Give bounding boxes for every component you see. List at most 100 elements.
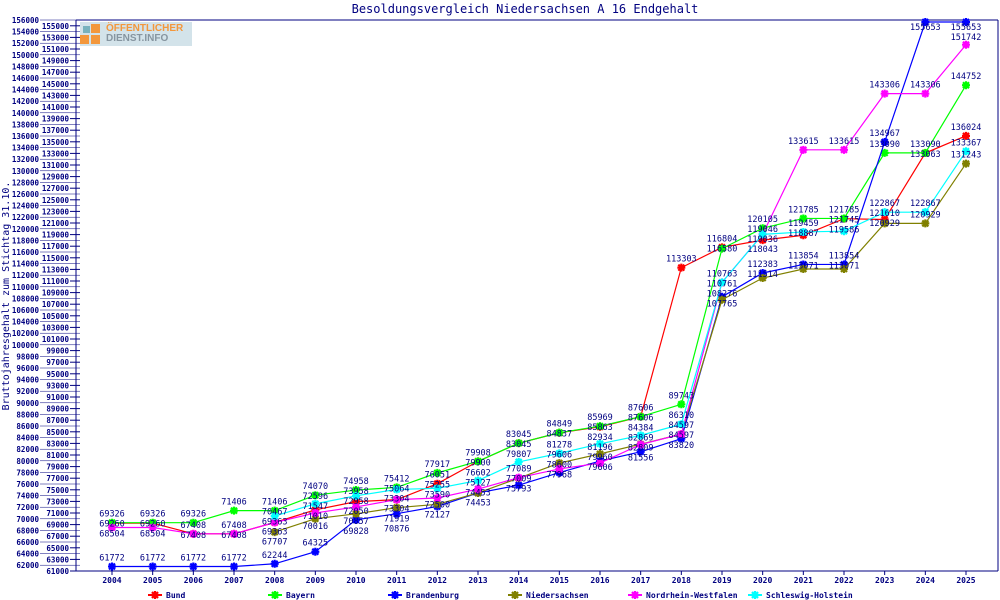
data-point [433, 493, 442, 502]
data-point [677, 420, 686, 429]
data-label: 85863 [587, 423, 613, 433]
data-point [555, 464, 564, 473]
series-niedersachsen [270, 159, 970, 537]
data-label: 116580 [707, 244, 738, 254]
data-label: 87606 [628, 414, 654, 424]
logo-line-2: DIENST.INFO [106, 33, 169, 44]
data-point [596, 422, 604, 431]
data-point [270, 528, 279, 537]
y-tick-label: 90000 [16, 399, 39, 408]
y-tick-label: 76000 [16, 480, 39, 489]
data-point [840, 264, 848, 273]
data-label: 116804 [707, 234, 738, 244]
y-tick-label: 145000 [42, 80, 70, 89]
data-label: 79807 [506, 450, 532, 460]
data-label: 79606 [547, 450, 573, 460]
y-tick-label: 92000 [16, 387, 39, 396]
y-tick-label: 73000 [46, 497, 69, 506]
data-label: 108276 [707, 289, 738, 299]
data-label: 70467 [262, 508, 288, 518]
y-tick-label: 100000 [12, 341, 40, 350]
data-label: 81556 [628, 454, 654, 464]
data-label: 121745 [829, 215, 860, 225]
y-tick-label: 77000 [46, 474, 69, 483]
data-label: 75255 [425, 481, 451, 491]
y-tick-label: 108000 [12, 294, 40, 303]
data-point [352, 486, 360, 495]
data-label: 119459 [788, 219, 819, 229]
y-tick-label: 83000 [46, 439, 69, 448]
data-label: 69260 [140, 520, 166, 530]
series-bund [108, 131, 970, 538]
data-label: 82934 [587, 433, 613, 443]
data-point [636, 447, 645, 456]
data-point [596, 439, 604, 448]
y-tick-label: 120000 [12, 225, 40, 234]
data-point [799, 260, 808, 269]
data-label: 68504 [99, 530, 125, 540]
x-tick-label: 2018 [672, 576, 691, 585]
legend-label: Niedersachsen [526, 590, 589, 600]
data-label: 113303 [666, 255, 697, 265]
y-tick-label: 153000 [42, 33, 70, 42]
y-tick-label: 65000 [46, 544, 69, 553]
y-tick-label: 140000 [12, 109, 40, 118]
data-label: 68504 [140, 530, 166, 540]
y-tick-label: 114000 [12, 260, 40, 269]
y-tick-label: 98000 [16, 352, 39, 361]
x-tick-label: 2017 [631, 576, 650, 585]
data-point [148, 523, 157, 532]
data-label: 84597 [669, 431, 695, 441]
legend-marker-icon [631, 591, 639, 599]
data-label: 70016 [303, 522, 329, 532]
data-label: 113071 [829, 261, 860, 271]
data-point [270, 512, 279, 521]
y-tick-label: 117000 [42, 242, 70, 251]
data-label: 73590 [425, 491, 451, 501]
y-tick-label: 104000 [12, 318, 40, 327]
data-label: 61772 [221, 554, 247, 564]
data-label: 78600 [547, 460, 573, 470]
y-tick-label: 127000 [42, 184, 70, 193]
y-tick-label: 138000 [12, 120, 40, 129]
series-line [274, 163, 967, 533]
y-tick-label: 121000 [42, 219, 70, 228]
data-point [677, 400, 686, 409]
y-tick-label: 116000 [12, 248, 40, 257]
data-label: 151742 [951, 33, 982, 43]
series-line [112, 135, 967, 535]
data-point [230, 562, 238, 571]
y-tick-label: 150000 [12, 51, 40, 60]
y-tick-label: 107000 [42, 300, 70, 309]
data-label: 72500 [425, 501, 451, 511]
data-label: 113854 [829, 251, 860, 261]
x-tick-label: 2008 [265, 576, 284, 585]
data-label: 83820 [669, 441, 695, 451]
y-tick-label: 124000 [12, 202, 40, 211]
y-tick-label: 128000 [12, 178, 40, 187]
data-point [514, 457, 523, 466]
legend-label: Bayern [286, 591, 315, 600]
y-tick-label: 152000 [12, 39, 40, 48]
data-label: 71406 [221, 498, 247, 508]
y-tick-label: 70000 [16, 515, 39, 524]
series-line [112, 44, 967, 535]
data-label: 81196 [587, 443, 613, 453]
data-point [311, 499, 320, 508]
legend-marker-icon [751, 591, 759, 599]
data-point [962, 18, 970, 27]
data-label: 67707 [262, 538, 288, 548]
y-tick-label: 89000 [46, 405, 69, 414]
data-point [433, 500, 442, 509]
y-tick-label: 64000 [16, 550, 39, 559]
data-point [880, 89, 889, 98]
data-label: 72050 [343, 507, 369, 517]
legend-marker-icon [511, 591, 519, 599]
x-tick-label: 2009 [306, 576, 325, 585]
y-tick-label: 91000 [46, 393, 69, 402]
data-point [433, 484, 442, 493]
data-point [555, 459, 564, 468]
data-label: 112383 [747, 260, 778, 270]
y-tick-label: 126000 [12, 190, 40, 199]
data-label: 107765 [707, 299, 738, 309]
